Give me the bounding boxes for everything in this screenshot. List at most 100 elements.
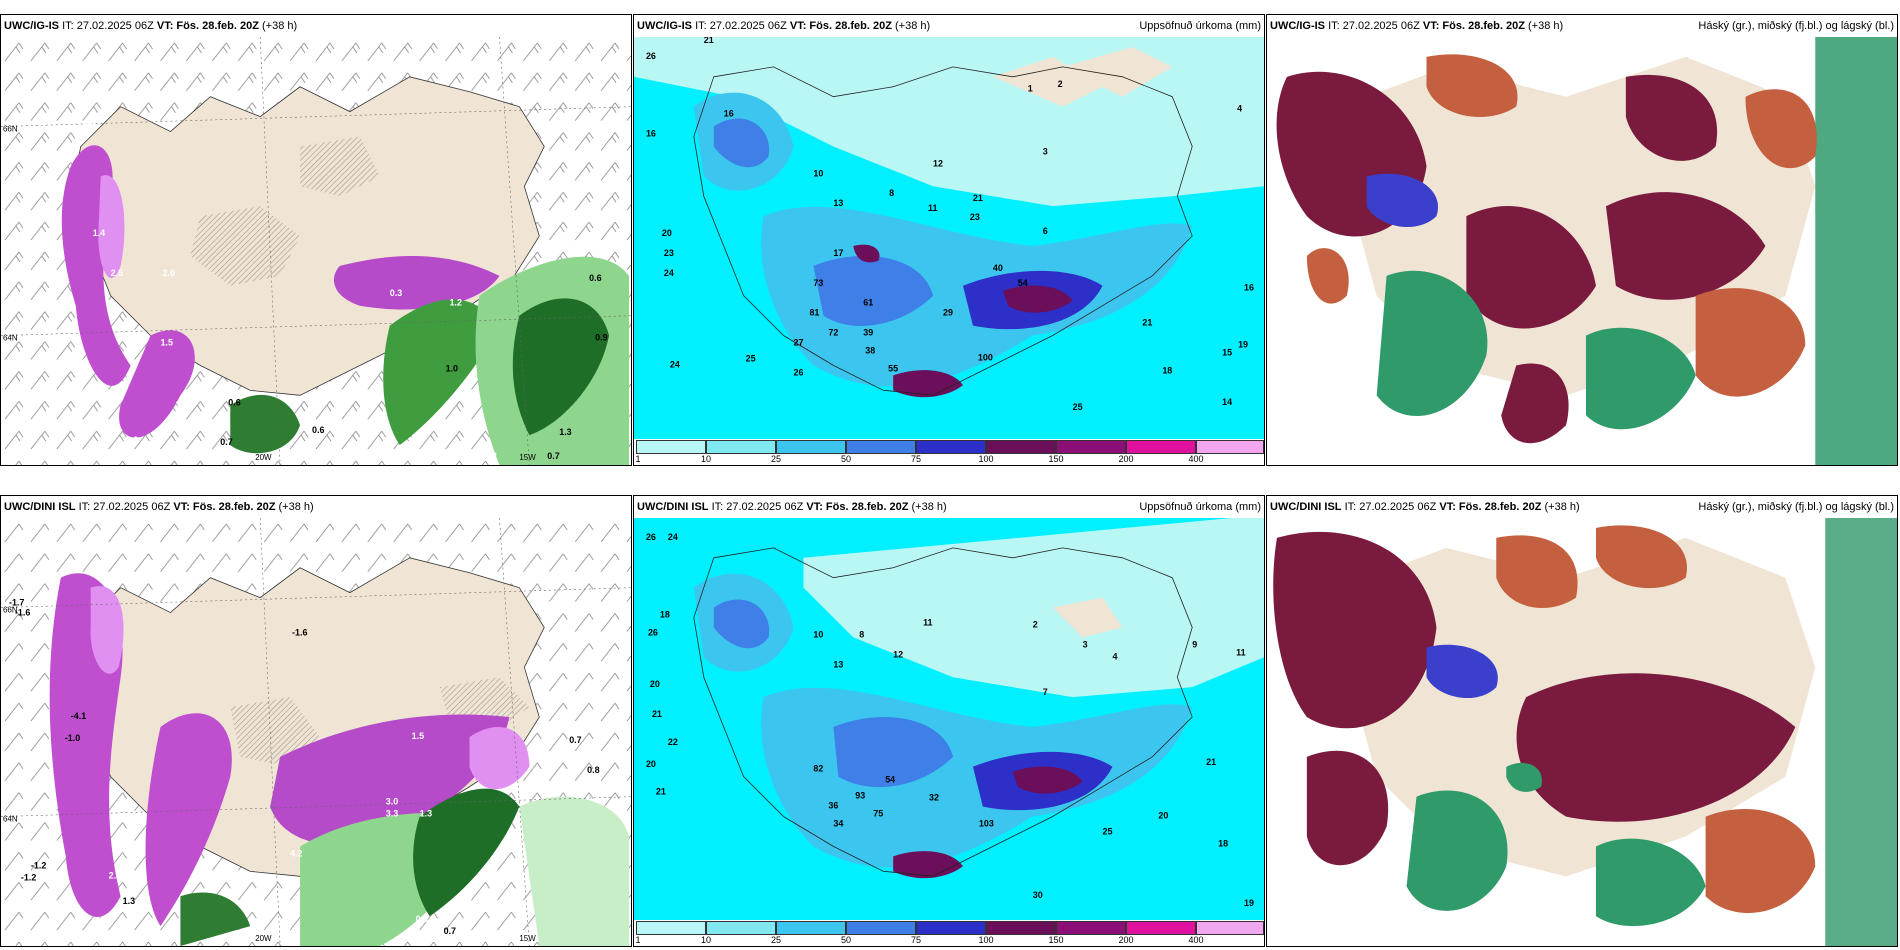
colorbar-tick: 75 bbox=[910, 454, 922, 464]
precip-value: 6 bbox=[1043, 226, 1048, 236]
colorbar-tick: 50 bbox=[840, 935, 852, 945]
precip-value: 25 bbox=[1103, 826, 1113, 836]
valid-time: Fös. 28.feb. 20Z bbox=[1458, 501, 1542, 513]
colorbar-tick: 200 bbox=[1118, 454, 1134, 464]
precip-value: 12 bbox=[933, 158, 943, 168]
precip-value: 29 bbox=[943, 308, 953, 318]
precip-value: 36 bbox=[828, 801, 838, 811]
colorbar-swatch bbox=[1056, 921, 1126, 935]
precip-value: 25 bbox=[746, 353, 756, 363]
temp-label: 1.3 bbox=[559, 427, 571, 437]
temp-label: 0.7 bbox=[220, 437, 232, 447]
temperature-map: -1.7 -1.6 -1.2 -1.0 -4.1 -1.2 2.3 2.8 1.… bbox=[1, 518, 631, 946]
colorbar-swatch bbox=[846, 440, 916, 454]
precip-value: 23 bbox=[970, 212, 980, 222]
precip-value: 7 bbox=[1043, 687, 1048, 697]
precip-value: 16 bbox=[646, 129, 656, 139]
precip-value: 93 bbox=[855, 791, 865, 801]
temp-label: -1.2 bbox=[31, 860, 46, 870]
precip-value: 24 bbox=[668, 532, 678, 542]
valid-time-label: VT: bbox=[173, 501, 190, 513]
panel-header: UWC/IG-IS IT: 27.02.2025 06Z VT: Fös. 28… bbox=[1, 15, 631, 37]
temp-label: 2.5 bbox=[111, 268, 123, 278]
temp-label: 3.0 bbox=[386, 797, 398, 807]
model-name: UWC/IG-IS bbox=[637, 20, 692, 32]
precip-value: 12 bbox=[893, 649, 903, 659]
precip-value: 25 bbox=[1073, 402, 1083, 412]
valid-time-label: VT: bbox=[1422, 20, 1440, 32]
precip-value: 10 bbox=[813, 629, 823, 639]
precip-value: 26 bbox=[646, 51, 656, 61]
precip-value: 21 bbox=[973, 193, 983, 203]
init-time: IT: 27.02.2025 06Z bbox=[711, 501, 804, 513]
colorbar-swatch bbox=[916, 921, 986, 935]
precip-colorbar: 1 10 25 50 75 100 150 200 400 bbox=[634, 439, 1264, 465]
colorbar-swatch bbox=[846, 921, 916, 935]
init-time: IT: 27.02.2025 06Z bbox=[1328, 20, 1420, 32]
precip-value: 22 bbox=[668, 737, 678, 747]
precip-colorbar: 1 10 25 50 75 100 150 200 400 bbox=[634, 920, 1264, 946]
precip-value: 34 bbox=[833, 818, 843, 828]
temp-label: 2.0 bbox=[162, 268, 174, 278]
precip-value: 18 bbox=[1162, 365, 1172, 375]
temp-label: 3.3 bbox=[386, 809, 398, 819]
colorbar-swatch bbox=[776, 440, 846, 454]
model-name: UWC/IG-IS bbox=[4, 20, 59, 32]
temp-label: 1.5 bbox=[160, 338, 172, 348]
precipitation-map: 26 21 16 16 20 23 24 24 26 73 81 61 72 3… bbox=[634, 37, 1264, 439]
temp-label: 4.2 bbox=[290, 848, 302, 858]
precip-value: 16 bbox=[724, 109, 734, 119]
panel-header: UWC/IG-IS IT: 27.02.2025 06Z VT: Fös. 28… bbox=[1267, 15, 1897, 37]
precip-value: 21 bbox=[656, 787, 666, 797]
precip-value: 8 bbox=[889, 188, 894, 198]
precip-value: 19 bbox=[1244, 898, 1254, 908]
lead-time: (+38 h) bbox=[278, 501, 314, 513]
valid-time: Fös. 28.feb. 20Z bbox=[176, 20, 259, 32]
colorbar-swatch bbox=[1196, 921, 1264, 935]
colorbar-tick: 10 bbox=[700, 935, 712, 945]
panel-clouds-top: UWC/IG-IS IT: 27.02.2025 06Z VT: Fös. 28… bbox=[1266, 14, 1898, 466]
temp-label: 2.2 bbox=[126, 435, 138, 445]
init-time: IT: 27.02.2025 06Z bbox=[62, 20, 154, 32]
precip-value: 18 bbox=[660, 610, 670, 620]
panel-precipitation-top: UWC/IG-IS IT: 27.02.2025 06Z VT: Fös. 28… bbox=[633, 14, 1265, 466]
temp-label: 1.3 bbox=[123, 896, 135, 906]
precip-value: 11 bbox=[1236, 647, 1245, 657]
precip-value: 54 bbox=[885, 775, 895, 785]
temperature-map: 0.6 1.4 2.5 2.0 1.2 0.6 0.3 1.2 0.6 0.9 … bbox=[1, 37, 631, 465]
precip-value: 21 bbox=[1206, 757, 1216, 767]
temp-label: 1.2 bbox=[450, 298, 462, 308]
precip-value: 82 bbox=[813, 764, 823, 774]
precip-value: 3 bbox=[1043, 146, 1048, 156]
precip-value: 19 bbox=[1238, 339, 1248, 349]
colorbar-tick: 150 bbox=[1048, 935, 1064, 945]
lead-time: (+38 h) bbox=[895, 20, 931, 32]
temp-label: 0.6 bbox=[312, 425, 324, 435]
panel-temperature-top: UWC/IG-IS IT: 27.02.2025 06Z VT: Fös. 28… bbox=[0, 14, 632, 466]
lon-label: 15W bbox=[519, 453, 536, 462]
temp-label: 2.8 bbox=[109, 870, 121, 880]
temp-label: 0.3 bbox=[416, 914, 428, 924]
temp-label: 0.6 bbox=[589, 273, 601, 283]
precip-value: 103 bbox=[979, 818, 994, 828]
precip-value: 16 bbox=[1244, 283, 1254, 293]
panel-header: UWC/IG-IS IT: 27.02.2025 06Z VT: Fös. 28… bbox=[634, 15, 1264, 37]
valid-time: Fös. 28.feb. 20Z bbox=[1442, 20, 1525, 32]
temp-label: 0.7 bbox=[569, 735, 581, 745]
colorbar-tick: 1 bbox=[635, 935, 641, 945]
precip-value: 27 bbox=[793, 337, 803, 347]
lon-label: 20W bbox=[255, 453, 272, 462]
colorbar-swatch bbox=[1126, 440, 1196, 454]
model-name: UWC/DINI ISL bbox=[1270, 501, 1342, 513]
temp-label: 1.5 bbox=[412, 731, 424, 741]
colorbar-swatch bbox=[1196, 440, 1264, 454]
precip-value: 26 bbox=[646, 532, 656, 542]
precip-value: 39 bbox=[863, 328, 873, 338]
temp-label: 0.3 bbox=[390, 288, 402, 298]
precip-value: 32 bbox=[929, 793, 939, 803]
temp-label: -1.6 bbox=[292, 627, 307, 637]
precip-value: 30 bbox=[1033, 890, 1043, 900]
precip-value: 20 bbox=[650, 679, 660, 689]
temp-label: 1.2 bbox=[175, 399, 187, 409]
colorbar-tick: 400 bbox=[1188, 935, 1204, 945]
